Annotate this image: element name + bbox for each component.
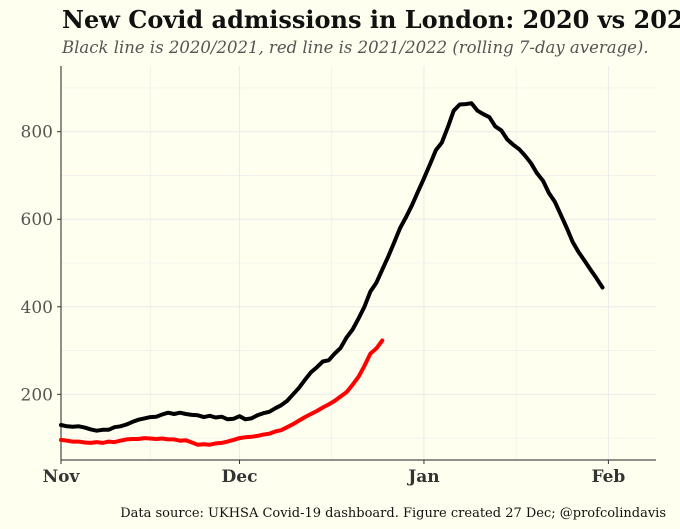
y-tick-label: 200 bbox=[21, 385, 53, 405]
chart-title: New Covid admissions in London: 2020 vs … bbox=[62, 5, 680, 34]
series-line-2020-2021 bbox=[59, 101, 605, 433]
series-lines bbox=[59, 101, 605, 447]
y-tick-label: 600 bbox=[21, 210, 53, 230]
series-line-2021-2022 bbox=[59, 338, 385, 447]
x-tick-label: Nov bbox=[43, 467, 81, 487]
x-tick-label: Jan bbox=[406, 467, 439, 487]
y-tick-label: 400 bbox=[21, 298, 53, 318]
x-tick-label: Feb bbox=[591, 467, 625, 487]
axis-ticks: 200 400 600 800 Nov Dec Jan Feb bbox=[21, 123, 626, 487]
chart-subtitle: Black line is 2020/2021, red line is 202… bbox=[62, 38, 649, 57]
chart-caption: Data source: UKHSA Covid-19 dashboard. F… bbox=[120, 506, 666, 521]
x-tick-label: Dec bbox=[222, 467, 258, 487]
y-tick-label: 800 bbox=[21, 123, 53, 143]
grid-lines bbox=[60, 66, 656, 460]
